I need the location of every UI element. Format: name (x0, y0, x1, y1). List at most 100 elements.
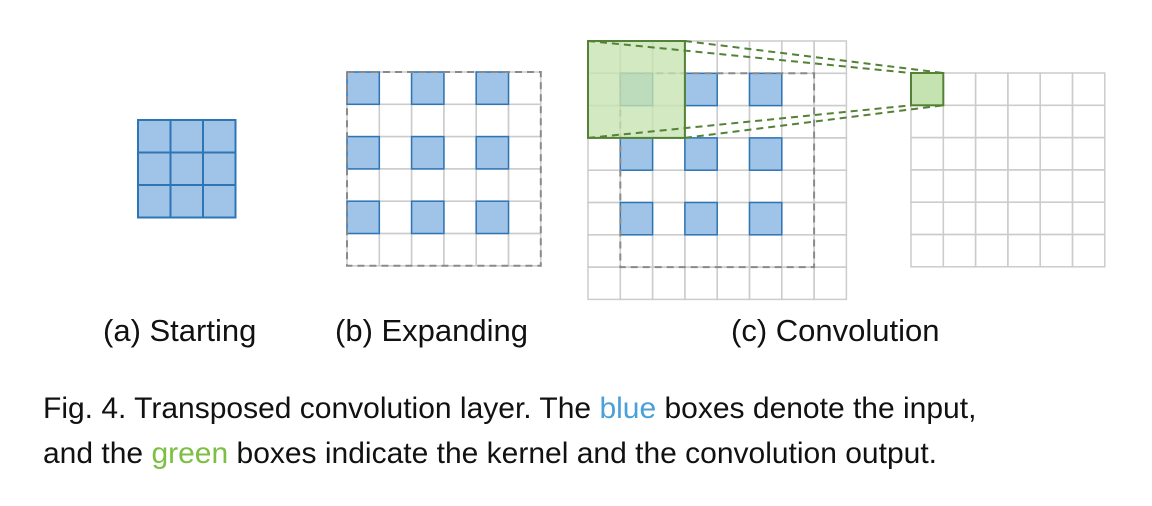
padded-grid-cell (651, 201, 686, 236)
padded-grid-cell (684, 40, 718, 75)
expanded-grid-cell (507, 200, 542, 235)
expanded-input-cell (346, 135, 381, 170)
output-grid-cell (910, 201, 945, 236)
padded-grid-cell (748, 169, 783, 204)
input-cell (169, 151, 204, 186)
expanded-input-cell (346, 71, 381, 106)
padded-input-cell (619, 201, 654, 236)
expanded-grid-cell (410, 168, 445, 202)
padded-grid-cell (651, 234, 686, 268)
padded-input-cell (684, 72, 718, 107)
expanded-grid-cell (378, 71, 413, 106)
expanded-grid-cell (443, 232, 477, 267)
padded-grid-cell (716, 137, 751, 171)
projection-line (684, 40, 944, 74)
output-grid-cell (910, 136, 945, 171)
padded-grid-cell (781, 234, 815, 268)
expanded-grid-cell (475, 168, 510, 202)
output-grid-cell (974, 72, 1009, 107)
expanded-boundary (346, 71, 542, 267)
output-grid-cell (1071, 104, 1106, 139)
caption-text: and the (43, 437, 152, 470)
output-grid-cell (974, 169, 1009, 203)
input-cell (137, 184, 172, 219)
output-grid-cell (1007, 233, 1041, 268)
padded-grid-cell (619, 169, 654, 204)
padded-input-cell (748, 201, 783, 236)
padded-input-cell (619, 137, 654, 171)
expanded-grid-cell (507, 168, 542, 202)
figure-caption: Fig. 4. Transposed convolution layer. Th… (43, 386, 1133, 476)
output-grid-cell (1007, 136, 1041, 171)
padded-grid-cell (684, 234, 718, 268)
output-grid-cell (942, 169, 977, 203)
padded-grid-cell (651, 266, 686, 301)
input-cell (169, 184, 204, 219)
expanded-input-cell (410, 71, 445, 106)
label-expanding: (b) Expanding (335, 313, 529, 348)
padded-grid-cell (587, 137, 622, 171)
caption-text: boxes denote the input, (656, 392, 977, 425)
output-grid-cell (910, 104, 945, 139)
output-grid-cell (910, 233, 945, 268)
expanded-grid-cell (346, 232, 381, 267)
expanded-input-cell (410, 135, 445, 170)
input-cell (202, 119, 237, 154)
expanded-grid-cell (507, 103, 542, 138)
output-grid-cell (1039, 136, 1074, 171)
expanded-input-cell (475, 200, 510, 235)
padded-grid-cell (781, 72, 815, 107)
padded-grid-cell (587, 234, 622, 268)
padded-grid-cell (781, 201, 815, 236)
input-cell (137, 151, 172, 186)
output-grid-cell (974, 201, 1009, 236)
output-grid-cell (1071, 169, 1106, 203)
padded-grid-cell (813, 137, 848, 171)
padded-grid-cell (684, 104, 718, 139)
padded-grid-cell (748, 234, 783, 268)
expanded-grid-cell (378, 135, 413, 170)
expanded-grid-cell (346, 168, 381, 202)
padded-grid-cell (748, 266, 783, 301)
kernel-projection (587, 40, 945, 139)
padded-grid-cell (716, 266, 751, 301)
expanded-grid-cell (507, 232, 542, 267)
expanded-grid-cell (443, 135, 477, 170)
expanded-grid-cell (443, 200, 477, 235)
output-grid-cell (1071, 136, 1106, 171)
padded-boundary (619, 72, 816, 269)
padded-grid-cell (587, 169, 622, 204)
expanded-grid-cell (507, 71, 542, 106)
caption-line-1: Fig. 4. Transposed convolution layer. Th… (43, 386, 1133, 431)
expanded-input-cell (475, 71, 510, 106)
output-grid-cell (974, 233, 1009, 268)
padded-grid-cell (587, 201, 622, 236)
padded-grid-cell (781, 137, 815, 171)
output-grid-cell (910, 169, 945, 203)
expanded-grid-cell (378, 200, 413, 235)
panel-starting (137, 119, 237, 219)
output-cell-highlight (910, 72, 945, 107)
output-grid-cell (1071, 201, 1106, 236)
output-grid-cell (1007, 169, 1041, 203)
padded-grid-cell (684, 169, 718, 204)
output-grid-cell (942, 201, 977, 236)
output-grid-cell (974, 136, 1009, 171)
expanded-grid-cell (443, 71, 477, 106)
output-grid-cell (942, 136, 977, 171)
expanded-grid-cell (475, 232, 510, 267)
padded-grid-cell (651, 137, 686, 171)
expanded-input-cell (410, 200, 445, 235)
projection-line (684, 104, 944, 139)
expanded-grid-cell (378, 168, 413, 202)
input-cell (202, 151, 237, 186)
padded-grid-cell (813, 266, 848, 301)
output-grid-cell (1039, 72, 1074, 107)
input-cell (137, 119, 172, 154)
output-grid-cell (1007, 201, 1041, 236)
output-grid-cell (942, 233, 977, 268)
padded-grid-cell (684, 266, 718, 301)
caption-blue-word: blue (599, 392, 657, 425)
expanded-grid-cell (378, 232, 413, 267)
